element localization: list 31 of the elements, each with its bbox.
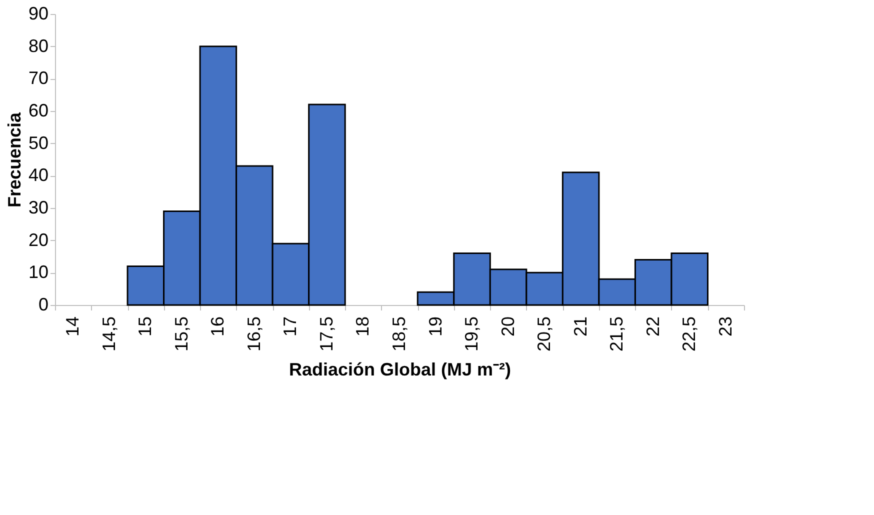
x-tick-label: 20 bbox=[498, 316, 518, 337]
y-tick-label: 20 bbox=[28, 230, 48, 250]
x-tick-label: 15 bbox=[135, 316, 156, 337]
x-tick-label: 14,5 bbox=[98, 316, 119, 352]
x-tick-label: 21,5 bbox=[606, 316, 627, 352]
x-tick-label: 23 bbox=[715, 316, 736, 337]
y-tick-label: 30 bbox=[28, 198, 48, 218]
x-tick-label: 22 bbox=[642, 316, 663, 337]
x-tick-label: 19 bbox=[425, 316, 446, 337]
x-tick-label: 17 bbox=[280, 316, 300, 337]
y-tick-label: 80 bbox=[28, 36, 48, 56]
y-tick-label: 50 bbox=[28, 132, 48, 153]
x-tick-label: 17,5 bbox=[316, 316, 336, 352]
y-tick-label: 0 bbox=[38, 294, 48, 314]
y-axis-title: Frecuencia bbox=[4, 111, 24, 208]
x-tick-label: 18 bbox=[352, 316, 373, 337]
y-tick-label: 40 bbox=[28, 165, 48, 186]
x-tick-label: 18,5 bbox=[389, 316, 409, 352]
x-tick-label: 21 bbox=[570, 316, 590, 337]
x-tick-label: 14 bbox=[62, 316, 83, 337]
x-tick-label: 16 bbox=[208, 316, 228, 337]
x-axis-title: Radiación Global (MJ m⁻²) bbox=[288, 360, 512, 380]
y-tick-label: 10 bbox=[28, 262, 48, 282]
y-tick-label: 90 bbox=[28, 4, 48, 24]
x-tick-label: 20,5 bbox=[534, 316, 554, 352]
x-tick-label: 19,5 bbox=[462, 316, 482, 352]
x-tick-label: 15,5 bbox=[171, 316, 192, 352]
x-tick-label: 22,5 bbox=[679, 316, 700, 352]
y-tick-label: 60 bbox=[28, 100, 48, 120]
x-tick-label: 16,5 bbox=[244, 316, 264, 352]
y-tick-label: 70 bbox=[28, 68, 48, 88]
